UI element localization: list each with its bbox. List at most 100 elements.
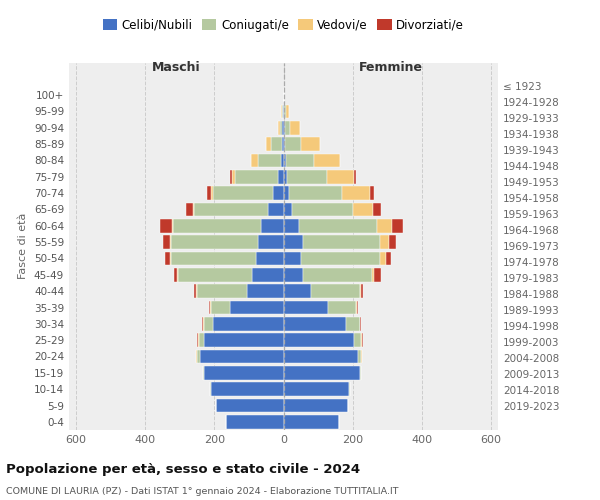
Bar bbox=[211, 300, 230, 314]
Bar bbox=[204, 366, 284, 380]
Bar bbox=[278, 170, 284, 184]
Bar bbox=[282, 104, 283, 118]
Bar bbox=[230, 300, 284, 314]
Bar bbox=[283, 121, 284, 135]
Bar bbox=[171, 252, 256, 266]
Bar bbox=[198, 333, 199, 347]
Bar bbox=[216, 398, 284, 412]
Bar bbox=[178, 268, 253, 282]
Bar bbox=[210, 300, 211, 314]
Bar bbox=[302, 235, 380, 249]
Bar bbox=[185, 202, 193, 216]
Bar bbox=[177, 268, 178, 282]
Bar bbox=[284, 186, 289, 200]
Bar bbox=[283, 104, 284, 118]
Bar bbox=[170, 252, 171, 266]
Bar bbox=[211, 382, 284, 396]
Bar bbox=[196, 284, 197, 298]
Bar bbox=[211, 186, 212, 200]
Bar bbox=[172, 219, 173, 233]
Text: Maschi: Maschi bbox=[152, 61, 200, 74]
Bar bbox=[204, 317, 212, 331]
Bar bbox=[266, 137, 271, 151]
Bar bbox=[380, 235, 389, 249]
Bar bbox=[199, 333, 204, 347]
Bar bbox=[359, 284, 361, 298]
Bar bbox=[361, 350, 362, 364]
Bar bbox=[235, 170, 278, 184]
Bar bbox=[284, 252, 301, 266]
Bar bbox=[171, 235, 257, 249]
Bar bbox=[286, 154, 314, 168]
Bar bbox=[285, 137, 301, 151]
Bar bbox=[196, 350, 197, 364]
Bar bbox=[355, 170, 356, 184]
Bar bbox=[284, 121, 290, 135]
Bar bbox=[357, 300, 358, 314]
Bar bbox=[281, 104, 282, 118]
Bar bbox=[327, 170, 355, 184]
Bar bbox=[193, 202, 194, 216]
Bar bbox=[311, 284, 359, 298]
Bar bbox=[209, 300, 210, 314]
Bar bbox=[256, 252, 284, 266]
Bar bbox=[284, 333, 355, 347]
Bar bbox=[389, 235, 396, 249]
Bar bbox=[284, 154, 286, 168]
Bar bbox=[251, 154, 258, 168]
Text: COMUNE DI LAURIA (PZ) - Dati ISTAT 1° gennaio 2024 - Elaborazione TUTTITALIA.IT: COMUNE DI LAURIA (PZ) - Dati ISTAT 1° ge… bbox=[6, 488, 398, 496]
Bar bbox=[284, 202, 292, 216]
Bar bbox=[230, 170, 232, 184]
Bar bbox=[284, 284, 311, 298]
Bar bbox=[355, 333, 361, 347]
Bar bbox=[174, 268, 177, 282]
Bar bbox=[328, 300, 356, 314]
Bar bbox=[372, 268, 374, 282]
Bar bbox=[204, 333, 284, 347]
Legend: Celibi/Nubili, Coniugati/e, Vedovi/e, Divorziati/e: Celibi/Nubili, Coniugati/e, Vedovi/e, Di… bbox=[100, 15, 467, 35]
Bar bbox=[386, 252, 391, 266]
Bar bbox=[280, 121, 283, 135]
Bar bbox=[173, 219, 261, 233]
Bar bbox=[289, 186, 343, 200]
Bar bbox=[268, 202, 284, 216]
Bar bbox=[284, 398, 347, 412]
Bar bbox=[170, 235, 171, 249]
Bar bbox=[197, 333, 198, 347]
Y-axis label: Fasce di età: Fasce di età bbox=[19, 213, 28, 280]
Bar bbox=[290, 121, 300, 135]
Bar bbox=[377, 219, 392, 233]
Bar bbox=[282, 137, 284, 151]
Bar bbox=[165, 252, 170, 266]
Bar bbox=[284, 366, 359, 380]
Bar bbox=[380, 252, 386, 266]
Bar bbox=[373, 202, 381, 216]
Bar bbox=[284, 137, 285, 151]
Bar bbox=[284, 350, 358, 364]
Bar bbox=[392, 219, 403, 233]
Bar bbox=[258, 154, 281, 168]
Bar bbox=[362, 333, 363, 347]
Bar bbox=[197, 350, 200, 364]
Bar bbox=[194, 284, 196, 298]
Bar bbox=[359, 317, 361, 331]
Bar bbox=[203, 317, 204, 331]
Bar bbox=[278, 121, 280, 135]
Bar bbox=[284, 219, 299, 233]
Bar bbox=[284, 300, 328, 314]
Bar bbox=[287, 170, 327, 184]
Bar bbox=[210, 382, 211, 396]
Bar bbox=[253, 268, 284, 282]
Bar bbox=[349, 382, 350, 396]
Bar bbox=[281, 154, 284, 168]
Bar bbox=[232, 170, 235, 184]
Bar bbox=[353, 202, 373, 216]
Bar bbox=[284, 235, 302, 249]
Bar bbox=[284, 415, 339, 429]
Bar bbox=[212, 317, 284, 331]
Bar bbox=[257, 235, 284, 249]
Bar bbox=[208, 186, 211, 200]
Bar bbox=[203, 366, 204, 380]
Bar bbox=[194, 202, 268, 216]
Bar bbox=[197, 284, 247, 298]
